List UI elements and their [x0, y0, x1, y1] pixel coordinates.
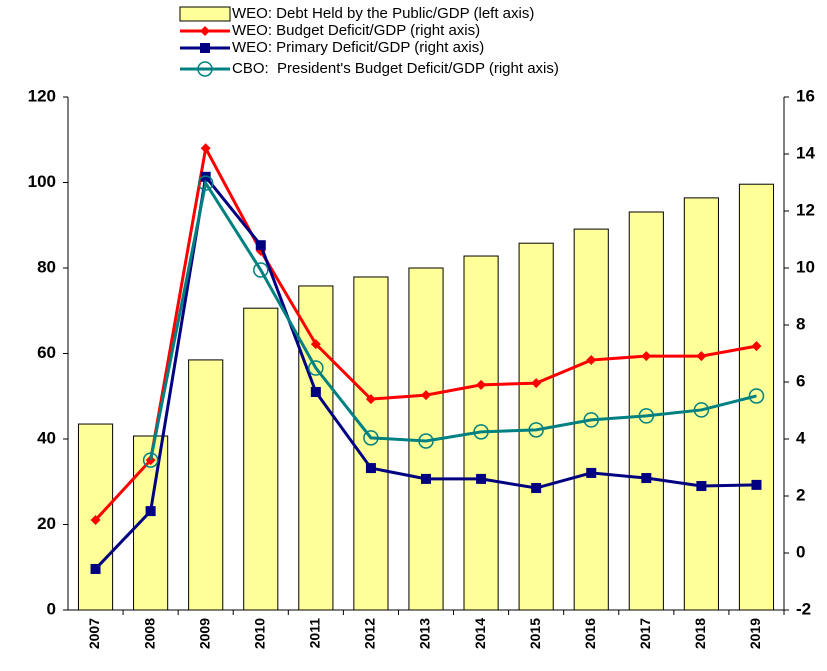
bar	[683, 197, 719, 611]
marker	[255, 240, 266, 251]
x-tick-label: 2015	[527, 618, 543, 649]
y-tick-label: 120	[28, 86, 56, 105]
x-tick-label: 2014	[472, 618, 488, 649]
x-tick-label: 2018	[692, 618, 708, 649]
marker	[90, 514, 101, 525]
marker	[310, 386, 321, 397]
marker	[365, 463, 376, 474]
bar	[298, 285, 334, 611]
legend-label: WEO: Budget Deficit/GDP (right axis)	[232, 22, 480, 39]
y2-tick-label: 8	[796, 314, 805, 333]
y2-tick-label: 4	[796, 428, 806, 447]
x-tick-label: 2016	[582, 618, 598, 649]
marker	[531, 483, 542, 494]
marker	[476, 473, 487, 484]
y-tick-label: 0	[47, 599, 56, 618]
marker	[90, 563, 101, 574]
marker	[145, 506, 156, 517]
marker	[418, 433, 434, 449]
y2-tick-label: 14	[796, 143, 815, 162]
x-tick-label: 2008	[141, 618, 157, 649]
y-tick-label: 80	[37, 257, 56, 276]
legend-marker	[200, 43, 210, 53]
bar	[628, 211, 664, 611]
y2-tick-label: 10	[796, 257, 815, 276]
y2-tick-label: 2	[796, 485, 805, 504]
marker	[696, 481, 707, 492]
x-tick-label: 2017	[637, 618, 653, 649]
x-tick-label: 2012	[362, 618, 378, 649]
marker	[142, 452, 159, 468]
y2-tick-label: 0	[796, 542, 805, 561]
marker	[310, 339, 321, 350]
legend-label: WEO: Debt Held by the Public/GDP (left a…	[232, 5, 534, 22]
bar	[188, 359, 224, 611]
x-tick-label: 2007	[86, 618, 102, 649]
marker	[693, 402, 710, 418]
bar	[243, 307, 279, 611]
marker	[253, 262, 269, 278]
marker	[586, 355, 597, 366]
line	[149, 179, 757, 461]
marker	[641, 473, 652, 484]
x-tick-label: 2019	[747, 618, 763, 649]
marker	[200, 143, 211, 154]
legend-marker	[197, 61, 213, 77]
legend-marker	[200, 26, 210, 36]
marker	[528, 422, 544, 438]
y-tick-label: 20	[37, 514, 56, 533]
marker	[473, 424, 489, 440]
x-tick-label: 2009	[196, 618, 212, 649]
marker	[197, 175, 214, 191]
marker	[751, 341, 762, 352]
y-tick-label: 60	[37, 343, 56, 362]
marker	[641, 351, 652, 362]
y-tick-label: 100	[28, 172, 56, 191]
bar	[353, 276, 389, 611]
marker	[586, 467, 597, 478]
marker	[748, 388, 765, 404]
legend-label: CBO: President's Budget Deficit/GDP (rig…	[232, 60, 559, 77]
y2-tick-label: 6	[796, 371, 805, 390]
marker	[751, 479, 762, 490]
x-tick-label: 2011	[307, 618, 323, 649]
marker	[365, 394, 376, 405]
legend-swatch	[179, 6, 231, 22]
marker	[696, 351, 707, 362]
y2-tick-label: -2	[796, 599, 811, 618]
marker	[421, 473, 431, 484]
marker	[421, 390, 431, 401]
marker	[583, 412, 599, 428]
x-tick-label: 2010	[251, 618, 267, 649]
marker	[363, 430, 379, 446]
marker	[638, 408, 655, 424]
x-tick-label: 2013	[417, 618, 433, 649]
legend-label: WEO: Primary Deficit/GDP (right axis)	[232, 39, 484, 56]
y-tick-label: 40	[37, 428, 56, 447]
marker	[308, 360, 324, 376]
y2-tick-label: 16	[796, 86, 815, 105]
marker	[531, 378, 542, 389]
marker	[476, 379, 487, 390]
y2-tick-label: 12	[796, 200, 815, 219]
